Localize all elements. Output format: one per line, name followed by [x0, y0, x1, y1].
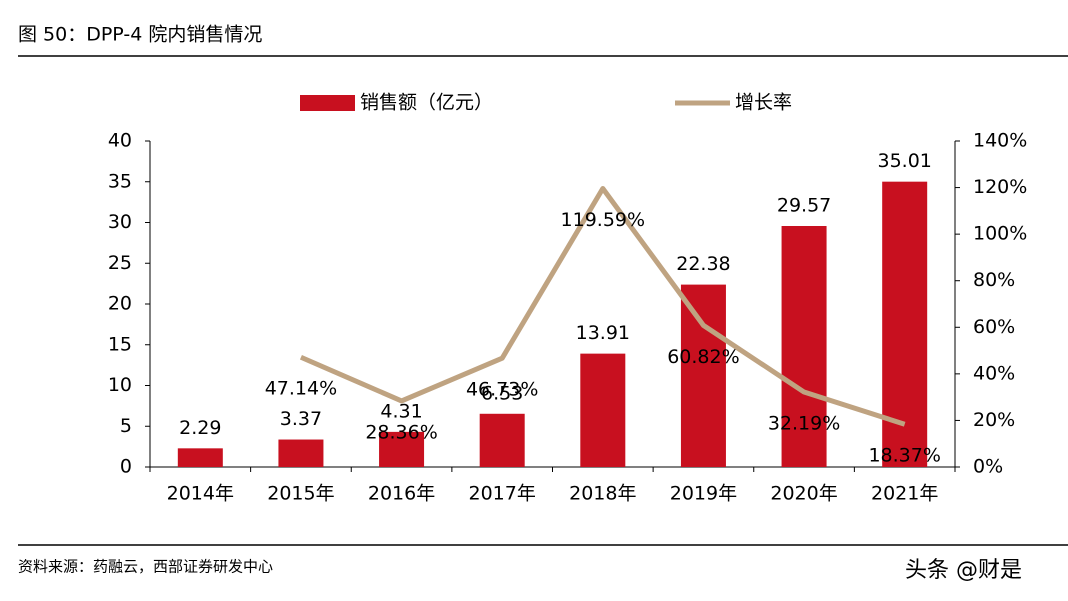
- y-tick-label: 25: [108, 252, 132, 274]
- bar-value-label: 2.29: [179, 417, 221, 439]
- y-tick-label: 20: [108, 293, 132, 315]
- bar-value-label: 35.01: [877, 150, 931, 172]
- y-tick-label: 5: [120, 415, 132, 437]
- bar-value-label: 22.38: [676, 253, 730, 275]
- line-value-label: 46.73%: [466, 379, 538, 401]
- legend-label: 销售额（亿元）: [360, 92, 493, 114]
- bar: [680, 284, 726, 467]
- line-value-label: 18.37%: [868, 445, 940, 467]
- legend-swatch: [300, 95, 355, 111]
- bar-value-label: 13.91: [576, 322, 630, 344]
- y2-tick-label: 0%: [973, 456, 1003, 478]
- chart-title: 图 50：DPP-4 院内销售情况: [18, 24, 262, 46]
- bar: [177, 448, 223, 467]
- bar-value-label: 3.37: [280, 408, 322, 430]
- watermark: 头条 @财是: [905, 558, 1022, 583]
- bar: [781, 226, 827, 467]
- y2-tick-label: 60%: [973, 316, 1015, 338]
- x-tick-label: 2020年: [770, 483, 837, 505]
- y-tick-label: 30: [108, 211, 132, 233]
- y-tick-label: 40: [108, 130, 132, 152]
- bar: [479, 413, 525, 467]
- x-tick-label: 2016年: [368, 483, 435, 505]
- bar: [580, 353, 626, 467]
- y2-tick-label: 80%: [973, 269, 1015, 291]
- source-note: 资料来源：药融云，西部证券研发中心: [18, 558, 273, 576]
- y-tick-label: 0: [120, 456, 132, 478]
- y-tick-label: 10: [108, 374, 132, 396]
- y-tick-label: 35: [108, 170, 132, 192]
- x-tick-label: 2017年: [469, 483, 536, 505]
- y2-tick-label: 120%: [973, 176, 1027, 198]
- y2-tick-label: 40%: [973, 362, 1015, 384]
- bar-value-label: 29.57: [777, 195, 831, 217]
- y-tick-label: 15: [108, 333, 132, 355]
- x-tick-label: 2019年: [670, 483, 737, 505]
- y2-tick-label: 20%: [973, 409, 1015, 431]
- x-tick-label: 2014年: [167, 483, 234, 505]
- x-tick-label: 2018年: [569, 483, 636, 505]
- bar: [379, 431, 425, 467]
- y2-tick-label: 140%: [973, 130, 1027, 152]
- y2-tick-label: 100%: [973, 223, 1027, 245]
- line-value-label: 28.36%: [365, 421, 437, 443]
- bar-value-label: 6.53: [481, 382, 523, 404]
- x-tick-label: 2015年: [267, 483, 334, 505]
- line-value-label: 32.19%: [768, 413, 840, 435]
- x-tick-label: 2021年: [871, 483, 938, 505]
- growth-line: [299, 186, 906, 427]
- line-value-label: 47.14%: [265, 378, 337, 400]
- bar-value-label: 4.31: [380, 400, 422, 422]
- bar: [278, 439, 324, 467]
- legend-label: 增长率: [735, 92, 792, 114]
- line-value-label: 60.82%: [667, 346, 739, 368]
- line-value-label: 119.59%: [561, 209, 646, 231]
